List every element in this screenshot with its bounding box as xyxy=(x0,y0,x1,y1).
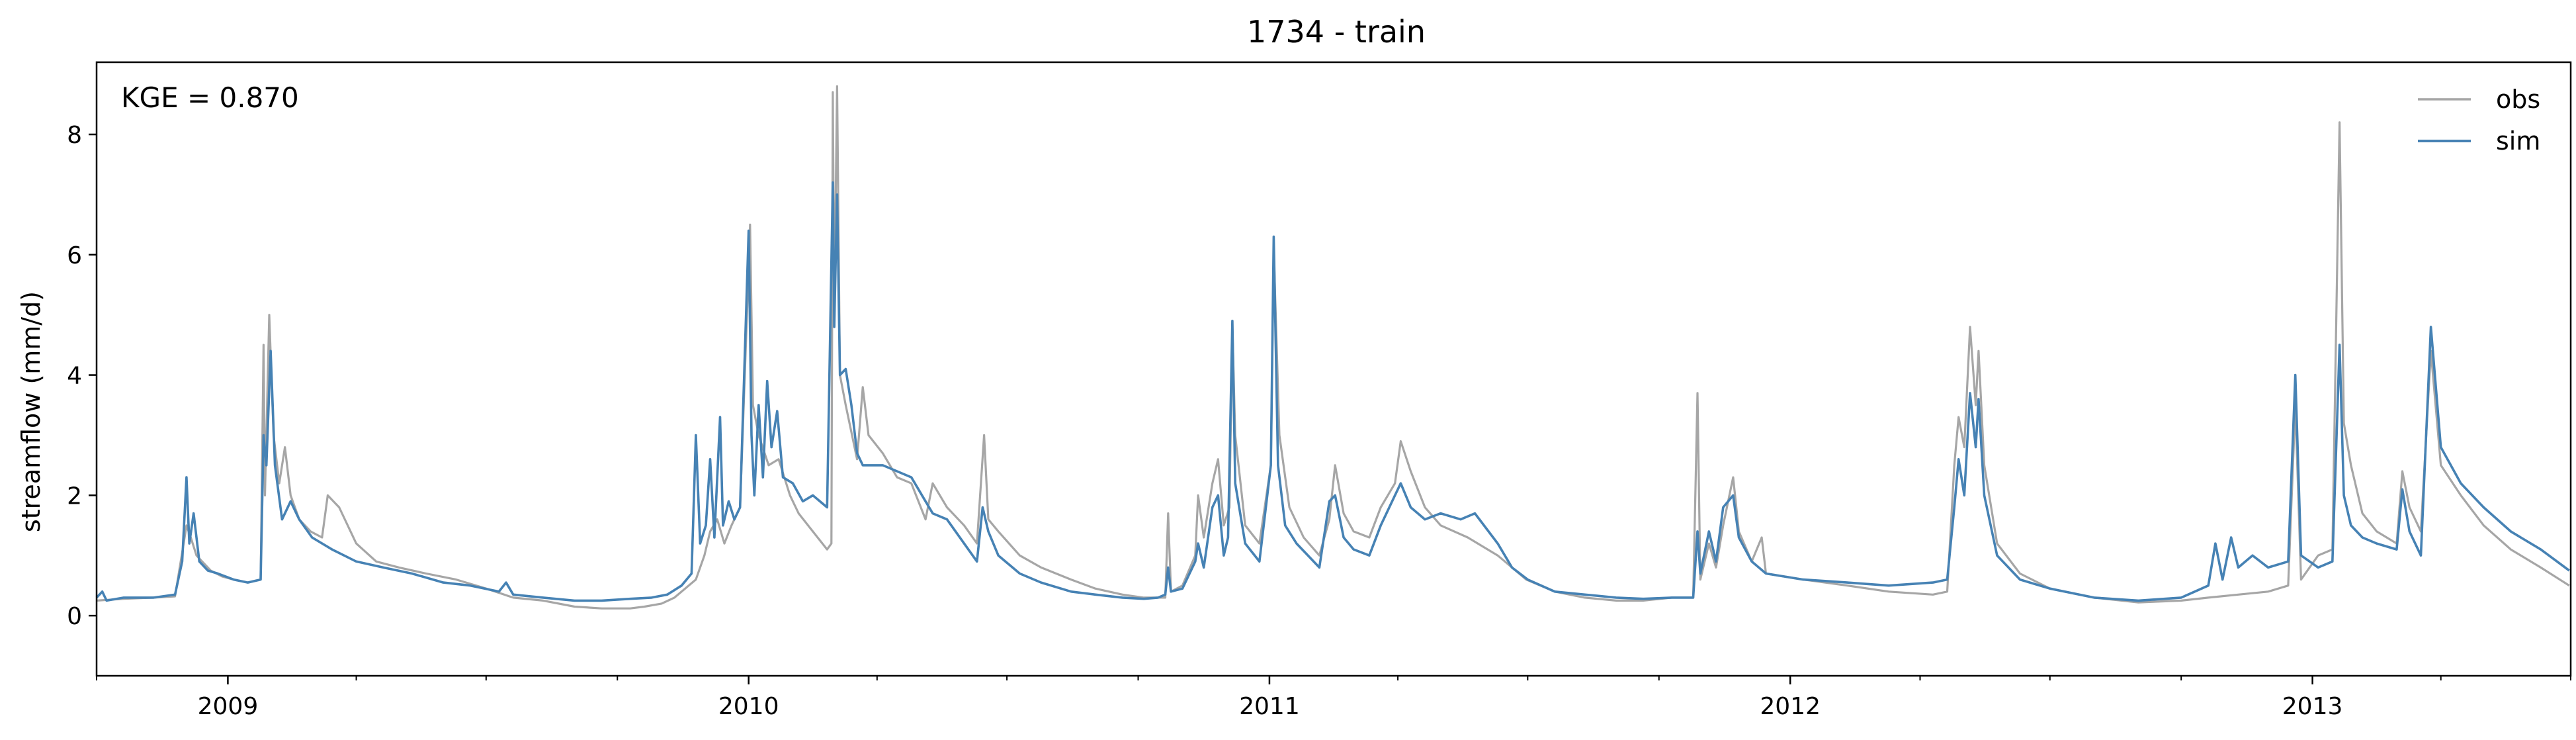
legend-label-obs: obs xyxy=(2496,85,2540,114)
y-tick-label: 2 xyxy=(67,483,82,510)
x-tick-label: 2009 xyxy=(198,693,259,720)
series-line-sim xyxy=(95,181,2570,602)
x-tick-label: 2010 xyxy=(718,693,779,720)
y-tick-label: 8 xyxy=(67,122,82,149)
x-tick-label: 2012 xyxy=(1760,693,1821,720)
x-tick-label: 2011 xyxy=(1239,693,1300,720)
plot-frame xyxy=(95,61,2572,677)
kge-annotation: KGE = 0.870 xyxy=(121,81,299,114)
y-tick-label: 0 xyxy=(67,603,82,630)
x-tick-label: 2013 xyxy=(2282,693,2343,720)
y-axis-label: streamflow (mm/d) xyxy=(17,291,46,532)
y-tick-label: 6 xyxy=(67,242,82,269)
series-line-obs xyxy=(96,85,2570,610)
series-layer xyxy=(95,85,2570,610)
chart-title: 1734 - train xyxy=(1247,14,1426,50)
x-axis-ticks: 2009 2010 2011 2012 2013 xyxy=(96,676,2571,720)
y-axis-ticks: 0 2 4 6 8 xyxy=(67,122,97,630)
legend-label-sim: sim xyxy=(2496,126,2540,156)
y-tick-label: 4 xyxy=(67,363,82,390)
legend: obs sim xyxy=(2418,85,2540,156)
